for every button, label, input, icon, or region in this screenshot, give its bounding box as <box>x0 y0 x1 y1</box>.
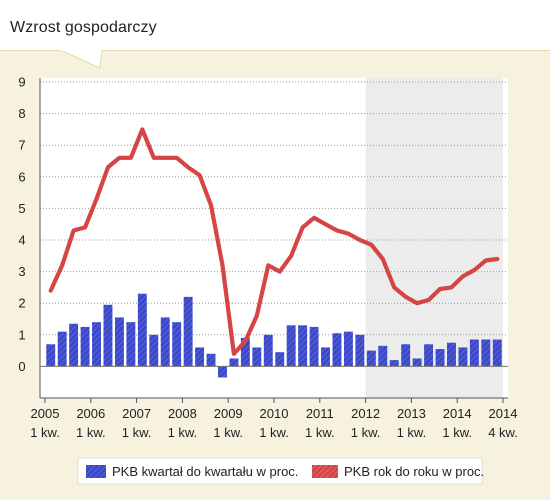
legend-box <box>77 457 483 485</box>
bar <box>252 347 262 367</box>
bar <box>263 334 273 367</box>
bar <box>160 317 170 367</box>
bar <box>458 347 468 367</box>
x-tick-quarter: 1 kw. <box>30 425 60 440</box>
bar <box>195 347 205 367</box>
bar <box>286 325 296 367</box>
line-series-yoy <box>48 127 500 356</box>
bar <box>126 322 136 367</box>
bar <box>447 342 456 367</box>
bar <box>389 360 399 367</box>
y-tick-label: 9 <box>18 75 25 90</box>
x-tick-year: 2005 <box>31 406 60 421</box>
x-tick-year: 2012 <box>351 406 380 421</box>
bar <box>229 358 239 367</box>
y-tick-label: 3 <box>18 264 25 279</box>
chart-title: Wzrost gospodarczy <box>10 19 157 36</box>
x-tick-year: 2006 <box>76 406 105 421</box>
y-tick-label: 7 <box>18 138 25 153</box>
bar <box>114 317 124 367</box>
bar <box>355 334 365 367</box>
x-tick-year: 2014 <box>489 406 518 421</box>
y-tick-label: 8 <box>18 106 25 121</box>
legend-label-yoy: PKB rok do roku w proc. <box>344 464 484 479</box>
bar <box>332 333 342 367</box>
bar <box>401 344 411 367</box>
bar <box>343 331 353 367</box>
x-tick-quarter: 1 kw. <box>442 425 472 440</box>
bar <box>435 349 445 367</box>
x-tick-year: 2009 <box>214 406 243 421</box>
bar <box>309 326 319 367</box>
bar <box>218 366 227 378</box>
bar <box>469 339 479 367</box>
bar <box>46 344 56 367</box>
x-tick-quarter: 1 kw. <box>76 425 106 440</box>
bar <box>80 326 90 367</box>
x-tick-quarter: 1 kw. <box>168 425 198 440</box>
header-pointer-shape <box>59 49 103 69</box>
x-tick-quarter: 4 kw. <box>488 425 518 440</box>
bar <box>366 350 376 367</box>
chart-header: Wzrost gospodarczy <box>0 0 550 51</box>
shaded-region <box>365 78 503 398</box>
x-tick-year: 2010 <box>260 406 289 421</box>
y-tick-label: 6 <box>18 169 25 184</box>
bar <box>378 345 388 367</box>
bar <box>206 353 216 367</box>
bar <box>69 323 79 367</box>
x-tick-quarter: 1 kw. <box>213 425 243 440</box>
x-tick-quarter: 1 kw. <box>259 425 289 440</box>
bar <box>172 322 182 367</box>
bar <box>275 352 285 367</box>
x-tick-year: 2013 <box>397 406 426 421</box>
y-tick-label: 4 <box>18 233 25 248</box>
bar <box>321 347 330 367</box>
header-pointer-cover <box>60 48 102 51</box>
y-tick-label: 5 <box>18 201 25 216</box>
x-tick-year: 2008 <box>168 406 197 421</box>
legend-swatch-yoy <box>312 465 338 478</box>
bar <box>412 358 422 367</box>
bar <box>92 322 101 367</box>
x-tick-year: 2014 <box>443 406 472 421</box>
legend-swatch-qoq <box>86 465 106 478</box>
bar <box>57 331 67 367</box>
x-tick-quarter: 1 kw. <box>397 425 427 440</box>
y-tick-label: 2 <box>18 296 25 311</box>
bar <box>424 344 434 367</box>
bar <box>492 339 502 367</box>
y-tick-label: 1 <box>18 327 25 342</box>
y-tick-label: 0 <box>18 359 25 374</box>
x-tick-quarter: 1 kw. <box>351 425 381 440</box>
legend-label-qoq: PKB kwartał do kwartału w proc. <box>112 464 298 479</box>
x-tick-quarter: 1 kw. <box>122 425 152 440</box>
bar <box>481 339 491 367</box>
bar <box>149 334 159 367</box>
bar <box>183 296 193 367</box>
x-tick-year: 2007 <box>122 406 151 421</box>
x-tick-quarter: 1 kw. <box>305 425 335 440</box>
bar <box>137 293 147 367</box>
bar <box>103 304 113 367</box>
x-tick-year: 2011 <box>306 406 334 421</box>
bar <box>298 325 308 367</box>
bar <box>240 337 250 367</box>
